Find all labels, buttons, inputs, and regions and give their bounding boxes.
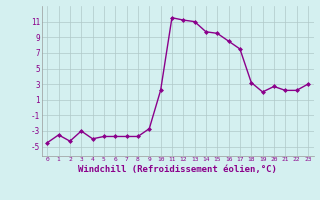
X-axis label: Windchill (Refroidissement éolien,°C): Windchill (Refroidissement éolien,°C) bbox=[78, 165, 277, 174]
